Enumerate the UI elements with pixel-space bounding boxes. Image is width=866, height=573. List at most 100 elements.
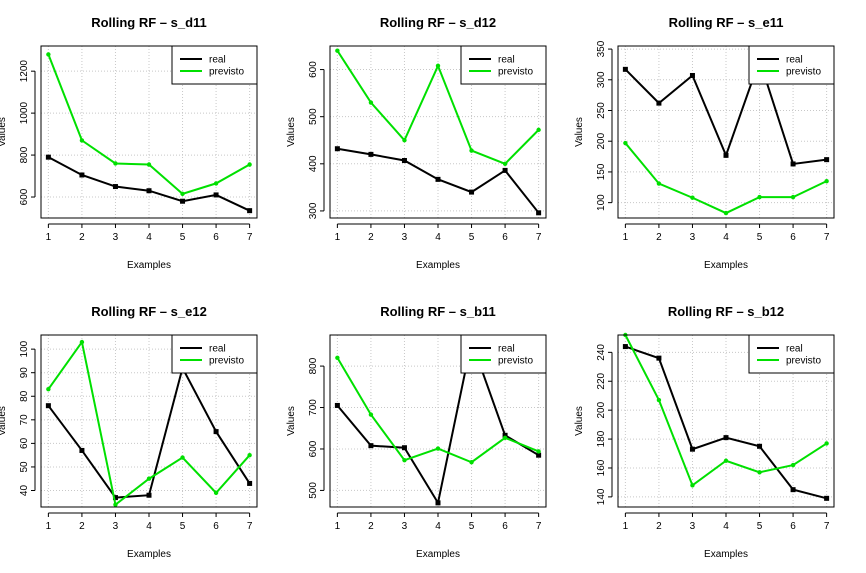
data-point-previsto [113,502,118,507]
data-point-real [213,192,219,198]
data-point-previsto [536,449,541,454]
y-tick-label: 600 [19,188,30,205]
x-tick-label: 1 [335,232,341,243]
data-point-real [502,432,508,438]
data-point-real [368,443,374,449]
legend-label-real: real [498,344,515,355]
data-point-previsto [690,195,695,200]
x-tick-label: 6 [790,232,796,243]
x-axis-label: Examples [127,260,171,271]
y-tick-label: 80 [19,390,30,402]
data-point-previsto [790,194,796,200]
x-tick-label: 4 [435,521,441,532]
y-tick-label: 200 [596,132,607,149]
data-point-real [401,158,407,164]
y-tick-label: 300 [596,71,607,88]
data-point-real [622,344,628,350]
x-tick-label: 1 [623,232,629,243]
data-point-previsto [757,194,762,200]
data-point-real [112,184,118,190]
data-point-previsto [146,162,152,167]
y-tick-label: 600 [308,61,319,78]
x-axis-label: Examples [127,549,171,560]
legend-label-real: real [498,55,515,66]
y-tick-label: 300 [308,202,319,219]
chart-panel: 1 2 3 4 5 6 7 140 160 180 200 220 240 Rolling RF – s_… [574,304,835,560]
data-point-real [213,429,219,435]
legend-label-previsto: previsto [498,67,533,78]
data-point-real [824,495,830,501]
x-axis-label: Examples [704,549,748,560]
y-tick-label: 90 [19,367,30,379]
legend-label-real: real [786,344,803,355]
data-point-real [112,495,118,501]
y-axis-label: Values [286,406,297,436]
x-tick-label: 7 [536,232,542,243]
data-point-previsto [113,161,118,166]
chart-panel: 1 2 3 4 5 6 7 300 400 500 600 Rolling RF – s_d12 Exa… [286,15,547,271]
y-tick-label: 180 [596,430,607,447]
data-point-real [723,152,729,158]
data-point-previsto [790,462,796,468]
x-tick-label: 6 [213,232,219,243]
y-tick-label: 50 [19,461,30,473]
legend-label-real: real [209,55,226,66]
chart-panel: 1 2 3 4 5 6 7 500 600 700 800 Rolling RF – s_b11 Exa… [286,304,547,560]
data-point-previsto [656,397,662,403]
data-point-previsto [213,181,219,186]
y-tick-label: 800 [19,146,30,163]
y-tick-label: 150 [596,163,607,180]
y-tick-label: 400 [308,155,319,172]
x-tick-label: 7 [247,521,253,532]
chart-title: Rolling RF – s_b11 [380,304,496,319]
x-tick-label: 2 [656,232,662,243]
data-point-real [536,210,542,216]
data-point-previsto [335,355,340,360]
data-point-previsto [180,455,185,460]
x-tick-label: 5 [469,232,475,243]
data-point-previsto [824,178,829,184]
x-tick-label: 1 [46,232,52,243]
x-tick-label: 2 [79,232,85,243]
x-tick-label: 1 [335,521,341,532]
y-axis-label: Values [286,117,297,147]
x-tick-label: 2 [368,521,374,532]
data-point-previsto [435,63,441,68]
data-point-previsto [146,476,152,481]
legend-box [171,334,258,374]
x-tick-label: 3 [113,521,119,532]
chart-title: Rolling RF – s_d12 [380,15,496,30]
x-tick-label: 5 [180,521,186,532]
x-tick-label: 3 [402,521,408,532]
data-point-previsto [536,127,541,133]
x-tick-label: 5 [180,232,186,243]
y-tick-label: 250 [596,102,607,119]
data-point-previsto [247,162,252,167]
y-tick-label: 240 [596,344,607,361]
x-tick-label: 1 [46,521,52,532]
x-tick-label: 4 [723,521,729,532]
data-point-real [435,176,441,182]
y-tick-label: 600 [308,440,319,457]
data-point-real [146,188,152,194]
chart-title: Rolling RF – s_e11 [669,15,784,30]
y-axis-label: Values [574,406,585,436]
data-point-real [45,154,51,160]
x-axis-label: Examples [416,549,460,560]
y-tick-label: 500 [308,482,319,499]
y-tick-label: 100 [596,194,607,211]
data-point-previsto [46,386,51,392]
y-tick-label: 220 [596,372,607,389]
legend-box [171,45,258,85]
data-point-real [247,208,253,214]
data-point-previsto [79,138,85,143]
data-point-previsto [435,446,441,451]
x-tick-label: 4 [723,232,729,243]
data-point-previsto [723,458,729,463]
x-tick-label: 5 [757,232,763,243]
plot-frame [329,45,547,219]
legend-label-previsto: previsto [786,67,821,78]
y-tick-label: 70 [19,414,30,426]
